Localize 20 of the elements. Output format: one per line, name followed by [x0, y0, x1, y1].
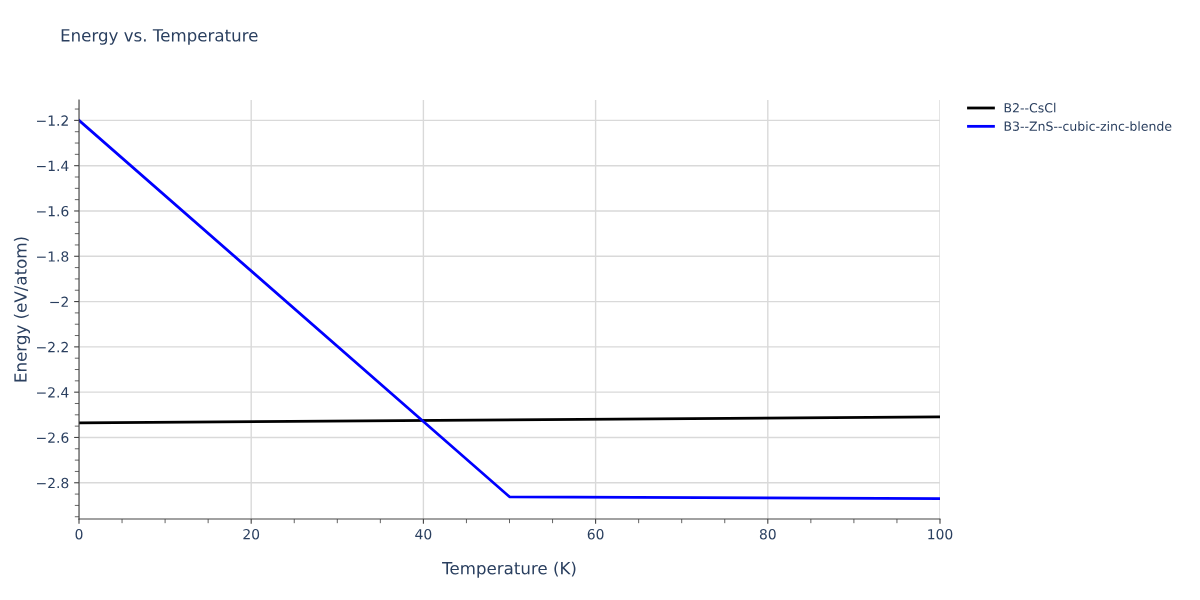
y-tick-label: −1.8 [37, 251, 69, 262]
x-tick-label: 40 [415, 528, 432, 540]
x-axis-title: Temperature (K) [442, 561, 576, 578]
y-tick-label: −2.4 [37, 387, 69, 398]
y-tick-label: −1.6 [37, 205, 69, 217]
x-tick-label: 0 [75, 528, 83, 540]
chart-title: Energy vs. Temperature [61, 29, 258, 45]
x-tick-label: 60 [587, 528, 604, 540]
legend-label: B2--CsCl [1004, 102, 1056, 113]
y-tick-label: −2 [50, 296, 68, 307]
x-tick-label: 100 [928, 528, 953, 540]
legend-label: B3--ZnS--cubic-zinc-blende [1004, 121, 1172, 131]
y-tick-label: −2.2 [37, 341, 68, 353]
y-tick-label: −1.2 [37, 115, 68, 126]
y-axis-title: Energy (eV/atom) [13, 237, 30, 382]
y-tick-label: −1.4 [37, 160, 69, 171]
x-tick-label: 20 [243, 528, 260, 540]
y-tick-label: −2.8 [37, 477, 69, 489]
y-tick-label: −2.6 [37, 432, 69, 443]
x-tick-label: 80 [759, 528, 776, 540]
